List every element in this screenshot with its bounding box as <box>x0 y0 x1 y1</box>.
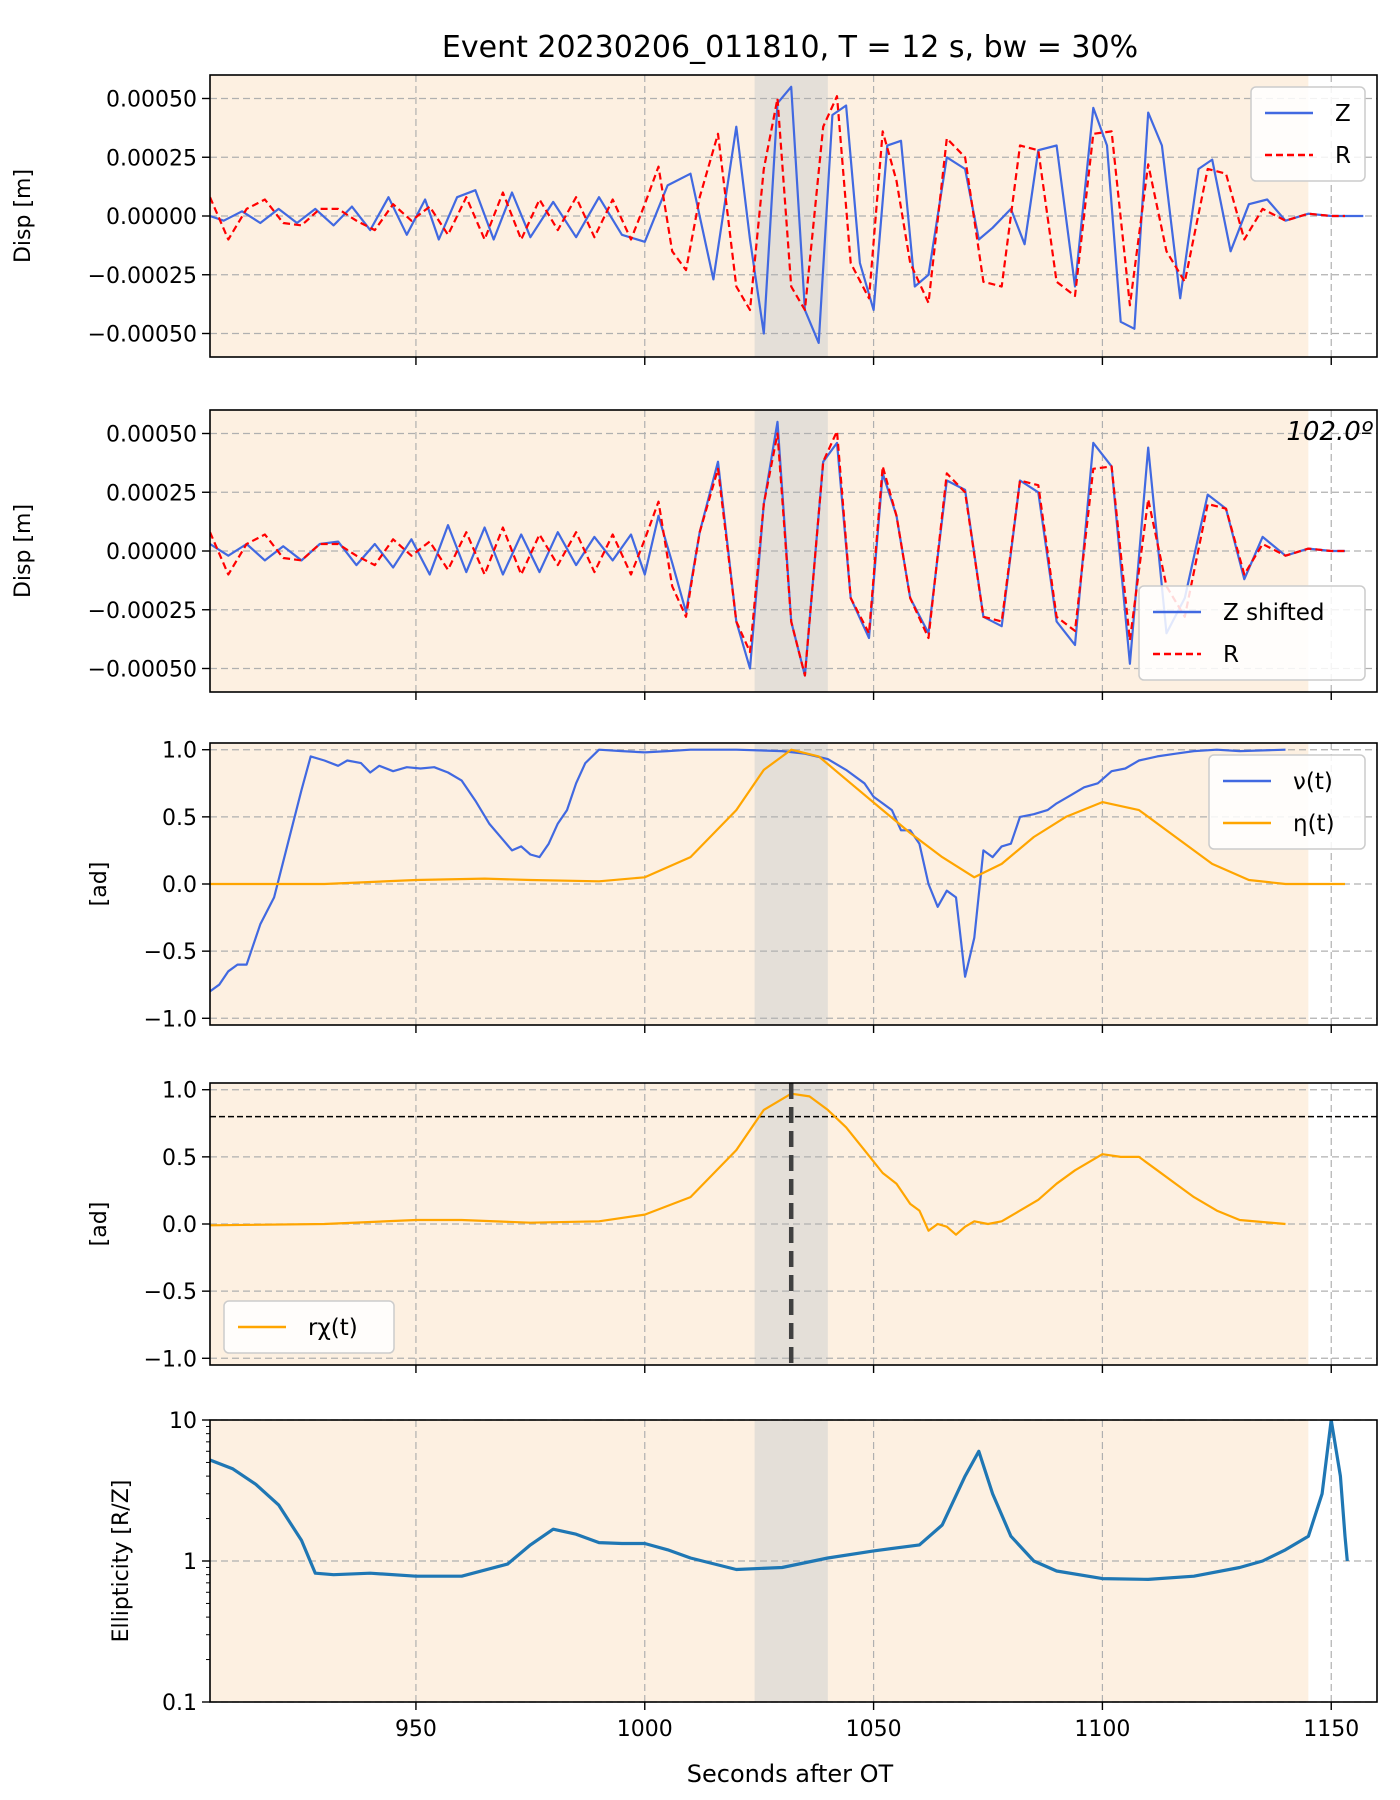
y-tick-label: 0.00050 <box>106 423 197 448</box>
y-tick-label: 0.00025 <box>106 481 197 506</box>
series-line-ellipticity <box>210 1420 1349 1581</box>
series-line--t- <box>210 748 1345 886</box>
legend: rχ(t) <box>223 1300 395 1354</box>
y-tick-label: 10 <box>169 1409 197 1434</box>
y-tick-label: −0.5 <box>144 1280 197 1305</box>
panel-1: 0.00050 0.00025 0.00000 −0.00025 −0.00050 Dis… <box>11 74 1378 365</box>
y-tick-label: −0.00025 <box>88 599 197 624</box>
series-line-Z <box>210 85 1364 344</box>
y-tick-label: 0.00000 <box>106 205 197 230</box>
y-tick-label: −1.0 <box>144 1347 197 1372</box>
panel-2: 0.00050 0.00025 0.00000 −0.00025 −0.00050 Dis… <box>11 409 1378 700</box>
y-tick-label: −0.5 <box>144 940 197 965</box>
y-tick-label: −1.0 <box>144 1007 197 1032</box>
x-tick-label: 1050 <box>846 1717 902 1742</box>
x-axis-label: Seconds after OT <box>687 1760 894 1788</box>
panels: 0.00050 0.00025 0.00000 −0.00025 −0.00050 Dis… <box>11 74 1378 1742</box>
y-axis-label: Ellipticity [R/Z] <box>109 1480 134 1643</box>
legend-box <box>223 1300 395 1354</box>
legend-label: R <box>1223 642 1239 668</box>
y-tick-label: 0.00000 <box>106 540 197 565</box>
legend-label: η(t) <box>1293 811 1335 837</box>
panel-5: 10 1 0.1 950 1000 1050 1100 1150 Ellipticity [R/… <box>109 1409 1378 1742</box>
figure-title: Event 20230206_011810, T = 12 s, bw = 30… <box>442 30 1138 65</box>
legend: ZR <box>1250 86 1366 182</box>
y-tick-label: 1 <box>183 1550 197 1575</box>
y-tick-label: 0.5 <box>162 806 197 831</box>
legend: ν(t) η(t) <box>1208 754 1366 850</box>
series-line-R <box>210 95 1345 312</box>
y-tick-label: 0.1 <box>162 1691 197 1716</box>
legend-box <box>1208 754 1366 850</box>
legend-box <box>1250 86 1366 182</box>
series-line--t- <box>210 748 1286 993</box>
legend-label: Z shifted <box>1223 600 1324 626</box>
y-tick-label: 0.0 <box>162 873 197 898</box>
legend-box <box>1138 585 1366 681</box>
y-axis-label: Disp [m] <box>11 504 36 598</box>
y-axis-label: [ad] <box>87 862 112 907</box>
y-axis-label: [ad] <box>87 1202 112 1247</box>
legend: Z shifted R <box>1138 585 1366 681</box>
x-tick-label: 1000 <box>617 1717 673 1742</box>
panel-4: 1.0 0.5 0.0 −0.5 −1.0 [ad] rχ(t) <box>87 1079 1378 1373</box>
angle-annotation: 102.0º <box>1286 417 1373 447</box>
y-tick-label: −0.00050 <box>88 658 197 683</box>
y-tick-label: 1.0 <box>162 739 197 764</box>
x-tick-label: 1100 <box>1074 1717 1130 1742</box>
y-axis-label: Disp [m] <box>11 169 36 263</box>
y-tick-label: −0.00025 <box>88 264 197 289</box>
y-tick-label: 1.0 <box>162 1079 197 1104</box>
panel-3: 1.0 0.5 0.0 −0.5 −1.0 [ad] ν(t) η(t) <box>87 739 1378 1033</box>
y-tick-label: 0.5 <box>162 1146 197 1171</box>
x-tick-label: 950 <box>395 1717 437 1742</box>
y-tick-label: 0.0 <box>162 1213 197 1238</box>
y-tick-label: −0.00050 <box>88 323 197 348</box>
legend-label: R <box>1335 143 1351 169</box>
y-tick-label: 0.00025 <box>106 146 197 171</box>
legend-label: rχ(t) <box>308 1315 358 1341</box>
series-line-r-t- <box>210 1092 1286 1236</box>
series-line-R <box>210 430 1345 677</box>
y-tick-label: 0.00050 <box>106 88 197 113</box>
legend-label: Z <box>1335 101 1351 127</box>
series-line-Z-shifted <box>210 420 1345 677</box>
legend-label: ν(t) <box>1293 769 1333 795</box>
x-tick-label: 1150 <box>1303 1717 1359 1742</box>
